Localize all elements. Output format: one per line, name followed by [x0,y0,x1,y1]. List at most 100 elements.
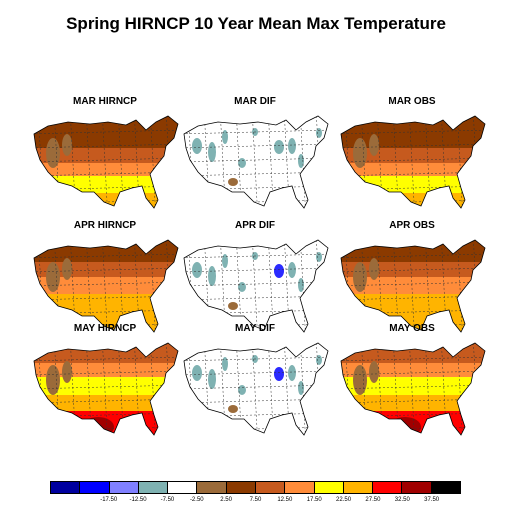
graticule-line [456,116,464,208]
mountain-region [62,258,72,280]
us-map [28,342,182,445]
colorbar-swatch [343,482,374,493]
temperature-band [341,377,485,395]
colorbar-swatch [226,482,256,493]
mountain-region [353,138,367,168]
us-map [335,115,489,218]
graticule-line [184,343,328,348]
anomaly-patch [192,262,202,278]
colorbar-swatch [431,482,460,493]
graticule-line [178,214,332,218]
graticule-line [101,240,109,332]
graticule-line [34,129,178,135]
anomaly-patch [208,142,216,162]
anomaly-patch [316,128,322,138]
temperature-band [34,277,178,294]
panel-label: MAR DIF [234,96,276,107]
temperature-band [34,163,178,176]
graticule-line [335,214,489,218]
mountain-region [369,134,379,156]
colorbar-swatch [373,482,403,493]
graticule-line [341,129,485,135]
graticule-line [184,143,328,149]
map-panel-mar-obs: MAR OBS [335,96,489,220]
coastline [340,115,486,209]
graticule-line [149,116,157,208]
anomaly-patch [208,369,216,389]
colorbar-swatch [51,482,81,493]
graticule-line [299,343,307,435]
mountain-region [369,361,379,383]
us-map [178,115,332,218]
colorbar [50,481,461,494]
graticule-line [34,240,178,245]
mountain-region [62,134,72,156]
temperature-band [341,176,485,193]
colorbar-tick-label: 2.50 [220,497,232,503]
anomaly-patch [192,138,202,154]
graticule-line [341,157,485,163]
graticule-line [184,129,328,135]
colorbar-tick-label: -2.50 [189,497,204,503]
graticule-line [341,267,485,273]
anomaly-patch [316,252,322,262]
graticule-line [101,343,109,435]
colorbar-swatch [314,482,344,493]
anomaly-patch [288,365,296,381]
graticule-line [408,116,416,208]
anomaly-patch [238,385,246,395]
colorbar-tick-label: 32.50 [394,497,410,503]
graticule-line [341,384,485,390]
graticule-line [28,441,182,445]
map-panel-mar-dif: MAR DIF [178,96,332,220]
coastline [183,115,329,209]
colorbar-tick-label: -17.50 [100,497,118,503]
anomaly-patch [288,262,296,278]
temperature-band [34,193,178,208]
anomaly-patch [288,138,296,154]
graticule-line [101,116,109,208]
temperature-band [341,395,485,411]
map-panel-apr-dif: APR DIF [178,220,332,344]
map-panel-may-obs: MAY OBS [335,323,489,447]
colorbar-swatch [80,482,110,493]
anomaly-patch [228,178,238,186]
colorbar-swatch [197,482,227,493]
coastline [183,239,329,333]
graticule-line [34,281,178,287]
graticule-line [184,370,328,376]
anomaly-patch [222,357,228,371]
colorbar-tick-label: -7.50 [160,497,175,503]
us-map [340,239,486,333]
graticule-line [184,281,328,287]
coastline [340,342,486,436]
map-panel-may-dif: MAY DIF [178,323,332,447]
us-map [33,115,179,209]
graticule-line [251,116,259,208]
anomaly-patch [238,158,246,168]
graticule-line [34,157,178,163]
anomaly-patch [274,367,284,381]
mountain-region [62,361,72,383]
colorbar-tick-label: 12.50 [277,497,293,503]
graticule-line [184,356,328,362]
figure-title: Spring HIRNCP 10 Year Mean Max Temperatu… [66,14,446,33]
colorbar-swatch [138,482,169,493]
graticule-line [149,240,157,332]
temperature-band [341,163,485,176]
map-panel-may-hirncp: MAY HIRNCP [28,323,182,447]
graticule-line [299,116,307,208]
graticule-line [178,441,332,445]
graticule-line [341,143,485,149]
graticule-line [34,370,178,376]
graticule-line [341,281,485,287]
graticule-line [34,143,178,149]
graticule-line [335,441,489,445]
us-map [335,342,489,445]
temperature-band [341,193,485,208]
colorbar-swatch [285,482,315,493]
temperature-band [34,240,178,262]
panel-label: APR OBS [389,220,435,231]
graticule-line [341,253,485,259]
panel-label: MAY OBS [389,323,435,334]
